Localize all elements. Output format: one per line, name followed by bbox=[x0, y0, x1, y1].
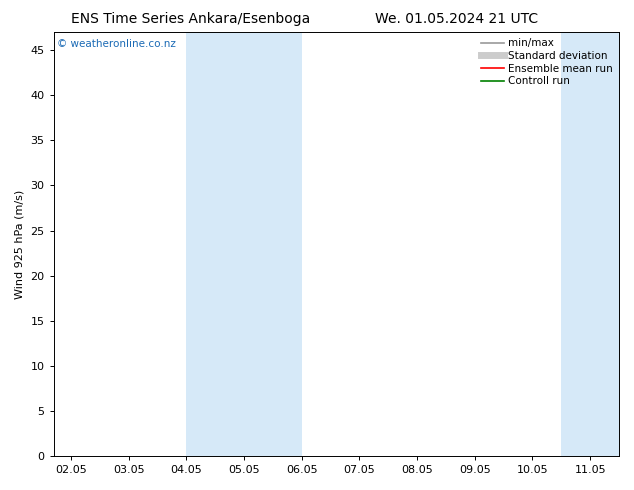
Bar bbox=[186, 32, 302, 456]
Y-axis label: Wind 925 hPa (m/s): Wind 925 hPa (m/s) bbox=[15, 190, 25, 299]
Bar bbox=[561, 32, 619, 456]
Text: ENS Time Series Ankara/Esenboga: ENS Time Series Ankara/Esenboga bbox=[70, 12, 310, 26]
Text: We. 01.05.2024 21 UTC: We. 01.05.2024 21 UTC bbox=[375, 12, 538, 26]
Text: © weatheronline.co.nz: © weatheronline.co.nz bbox=[56, 39, 176, 49]
Legend: min/max, Standard deviation, Ensemble mean run, Controll run: min/max, Standard deviation, Ensemble me… bbox=[478, 35, 616, 89]
